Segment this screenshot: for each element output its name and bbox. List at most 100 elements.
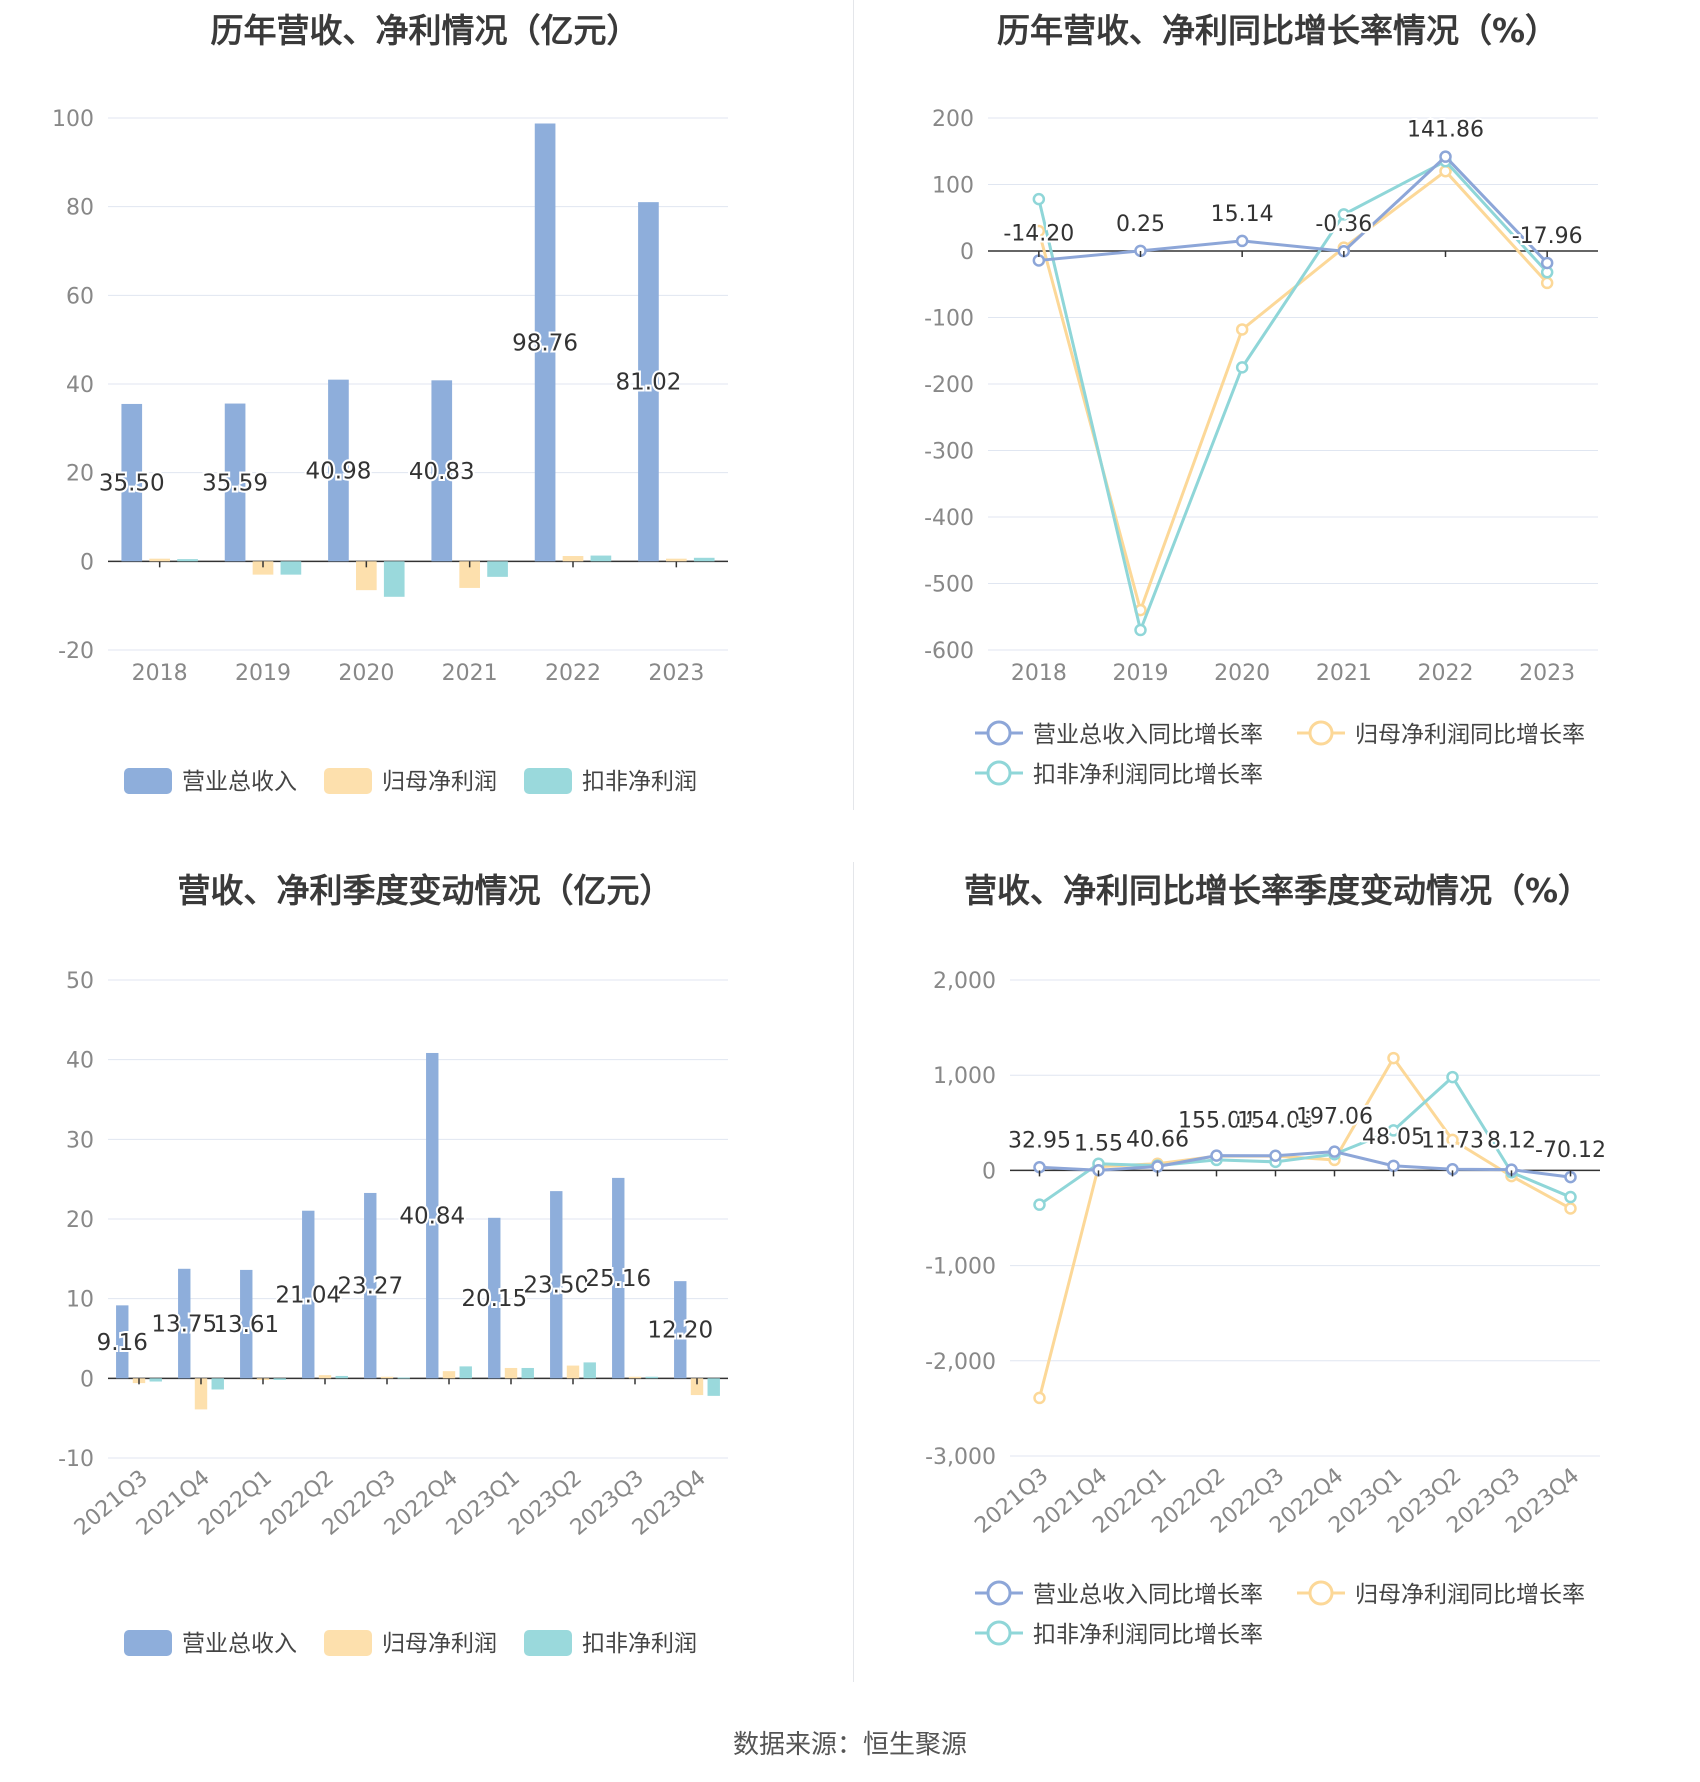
data-point (1033, 1198, 1046, 1211)
bar-value-label: 25.16 (585, 1266, 651, 1292)
y-tick-label: -20 (58, 639, 94, 664)
legend-swatch (524, 1630, 572, 1656)
legend-label: 营业总收入 (182, 1631, 297, 1657)
bar (335, 1375, 348, 1379)
point-value-label: 48.05 (1362, 1125, 1425, 1150)
point-value-label: 0.25 (1116, 212, 1165, 237)
legend-swatch (524, 768, 572, 794)
legend-swatch (324, 1630, 372, 1656)
legend-label: 归母净利润 (382, 769, 497, 795)
legend-label: 营业总收入同比增长率 (1033, 1582, 1263, 1608)
data-point (1033, 1391, 1046, 1405)
series-line (1038, 1074, 1572, 1206)
bar (383, 561, 405, 597)
x-tick-label: 2021 (442, 661, 498, 686)
data-point (1446, 1133, 1459, 1147)
data-point (1151, 1160, 1164, 1173)
bar (431, 380, 453, 562)
bar-value-label: 35.50 (99, 471, 165, 497)
y-tick-label: 40 (66, 373, 94, 398)
x-tick-label: 2018 (132, 661, 188, 686)
annual-values-panel: 历年营收、净利情况（亿元） -20 0 20 40 60 80 100 35.50 35.59 4… (0, 0, 850, 820)
x-tick-label: 2019 (235, 661, 291, 686)
point-value-label: 141.86 (1407, 118, 1484, 143)
y-tick-label: 0 (80, 550, 94, 575)
y-tick-label: -1,000 (925, 1255, 996, 1280)
data-point (1387, 1124, 1400, 1137)
data-point (1337, 208, 1351, 221)
point-value-label: 8.12 (1487, 1129, 1536, 1154)
y-tick-label: 60 (66, 284, 94, 309)
bar (177, 559, 198, 562)
bar (328, 379, 349, 562)
bar (426, 1052, 439, 1379)
y-tick-label: 100 (52, 107, 94, 132)
bar (487, 561, 508, 577)
vertical-divider-top (853, 0, 854, 810)
bar (178, 1268, 191, 1379)
y-tick-label: -300 (924, 440, 974, 465)
point-value-label: 197.06 (1296, 1105, 1373, 1130)
y-tick-label: 0 (960, 240, 974, 265)
point-value-label: 154.06 (1237, 1109, 1314, 1134)
x-tick-label: 2022 (545, 661, 601, 686)
data-point (1269, 1149, 1282, 1162)
data-point (1446, 1070, 1459, 1084)
point-value-label: -0.36 (1315, 212, 1372, 237)
y-tick-label: -10 (58, 1447, 94, 1472)
annual-growth-chart: -600 -500 -400 -300 -200 -100 0 100 200 -14.20 0.2… (924, 107, 1598, 788)
bar (638, 202, 659, 562)
bar (380, 1376, 394, 1379)
data-point (1032, 192, 1046, 206)
bar-value-label: 21.04 (275, 1283, 341, 1309)
bar (149, 558, 170, 562)
legend-swatch (324, 768, 372, 794)
bar (121, 403, 143, 562)
y-tick-label: -200 (924, 373, 974, 398)
x-tick-label: 2020 (338, 661, 394, 686)
y-tick-label: 2,000 (933, 969, 996, 994)
bar-value-label: 12.20 (647, 1318, 713, 1344)
x-tick-label: 2023 (1519, 661, 1575, 686)
bar (224, 403, 246, 562)
bar-value-label: 23.27 (337, 1274, 403, 1300)
chart-title: 营收、净利季度变动情况（亿元） (177, 871, 673, 910)
bar (628, 1376, 642, 1379)
legend-label: 扣非净利润 (582, 769, 697, 795)
y-tick-label: 200 (932, 107, 974, 132)
bar (194, 1378, 208, 1410)
bar (666, 558, 687, 562)
y-tick-label: 1,000 (933, 1064, 996, 1089)
bar (612, 1177, 625, 1379)
y-tick-label: 20 (66, 1208, 94, 1233)
bar (693, 557, 715, 562)
data-point (1540, 276, 1554, 290)
data-point (1210, 1149, 1223, 1162)
y-tick-label: 50 (66, 969, 94, 994)
bar-value-label: 20.15 (461, 1286, 527, 1312)
quarterly-growth-chart: -3,000 -2,000 -1,000 0 1,000 2,000 32.95 1.55 40… (925, 969, 1608, 1648)
bar-value-label: 40.98 (306, 458, 372, 484)
bar (459, 1366, 472, 1379)
chart-title: 历年营收、净利情况（亿元） (210, 11, 640, 50)
bar (645, 1376, 658, 1379)
bar-value-label: 81.02 (616, 370, 682, 396)
bar (488, 1217, 501, 1379)
bar (674, 1281, 687, 1379)
bar (273, 1378, 286, 1380)
bar (707, 1378, 720, 1396)
bar-value-label: 35.59 (202, 470, 268, 496)
bar (364, 1192, 377, 1379)
annual-growth-panel: 历年营收、净利同比增长率情况（%） -600 -500 -400 -300 -200 -1… (855, 0, 1700, 820)
quarterly-growth-panel: 营收、净利同比增长率季度变动情况（%） -3,000 -2,000 -1,000 0 1… (855, 860, 1700, 1680)
point-value-label: 155.04 (1178, 1109, 1255, 1134)
bar (116, 1305, 129, 1379)
data-point (1032, 224, 1046, 238)
point-value-label: 40.66 (1126, 1128, 1189, 1153)
bar-value-label: 40.84 (399, 1204, 465, 1230)
data-point (1134, 623, 1147, 637)
bar (149, 1378, 162, 1382)
legend-swatch (124, 1630, 172, 1656)
bar-value-label: 13.75 (151, 1312, 217, 1338)
